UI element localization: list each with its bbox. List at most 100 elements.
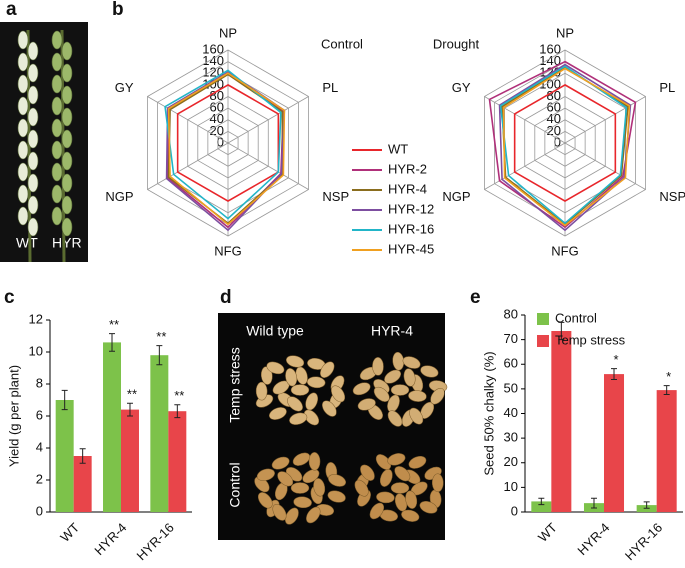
grain [376, 491, 395, 504]
radar-line [488, 60, 637, 229]
grain [272, 503, 287, 521]
axis-label: GY [452, 80, 471, 95]
grain [289, 412, 308, 425]
spoke [484, 96, 566, 144]
grain [420, 365, 439, 378]
bar [150, 355, 169, 512]
legend-label: HYR-16 [388, 221, 434, 236]
legend-swatch [537, 313, 549, 325]
chart-title: Drought [433, 36, 480, 51]
grain [293, 496, 312, 509]
error-bar [174, 404, 181, 419]
spikelet [61, 85, 73, 105]
grain [432, 473, 444, 493]
grain [303, 409, 320, 426]
y-axis-label: Seed 50% chalky (%) [481, 351, 496, 475]
grain [405, 490, 418, 509]
axis-label: PL [322, 80, 338, 95]
y-tick-label: 8 [36, 375, 43, 390]
grain-photo: Wild type HYR-4 Temp stress Control [218, 313, 448, 540]
photo-label: Wild type [246, 323, 304, 339]
photo-label: HYR [52, 235, 82, 251]
grain [292, 452, 311, 466]
error-bar [79, 448, 86, 464]
photo-bg [0, 22, 88, 262]
radar-line [166, 72, 285, 229]
spikelet [17, 184, 29, 204]
radar-line [501, 66, 629, 226]
spikelet [51, 30, 63, 50]
spoke [564, 142, 646, 190]
spikelet [17, 52, 29, 72]
r-tick-label: 160 [202, 41, 224, 56]
spikelet [27, 129, 39, 149]
grain [369, 502, 385, 520]
grain [306, 506, 321, 524]
grain [290, 384, 310, 396]
spoke [147, 142, 229, 190]
error-bar [156, 345, 163, 366]
grain [266, 361, 285, 375]
grain [302, 469, 320, 484]
grain [328, 474, 346, 487]
photo-label: Control [227, 462, 243, 507]
r-tick-label: 80 [547, 88, 561, 103]
x-tick-label: WT [57, 520, 82, 545]
r-tick-label: 160 [539, 41, 561, 56]
spikelet [27, 107, 39, 127]
spikelet [61, 107, 73, 127]
spikelet [61, 129, 73, 149]
r-tick-label: 140 [202, 53, 224, 68]
grain [373, 386, 390, 402]
spikelet [51, 52, 63, 72]
grain [271, 456, 290, 470]
spikelet [17, 30, 29, 50]
significance-label: ** [156, 329, 166, 344]
grain [360, 464, 375, 481]
grain [394, 466, 411, 482]
axis-label: PL [659, 80, 675, 95]
bar [121, 409, 139, 512]
bar [168, 411, 187, 512]
spikelet [27, 63, 39, 83]
legend-label: WT [388, 141, 408, 156]
grain [401, 509, 420, 522]
r-tick-label: 0 [217, 134, 224, 149]
axis-label: NFG [214, 243, 241, 258]
grain [287, 396, 303, 412]
spikelet [17, 162, 29, 182]
y-tick-label: 70 [504, 331, 518, 346]
significance-label: * [613, 352, 618, 367]
spikelet [61, 195, 73, 215]
photo-label: WT [16, 235, 38, 251]
grain [322, 400, 337, 417]
error-bar [61, 389, 68, 411]
spoke [227, 96, 309, 144]
grain [256, 468, 275, 481]
spikelet [51, 96, 63, 116]
radar-line [167, 73, 284, 225]
spikelet [17, 74, 29, 94]
error-bar [538, 497, 545, 506]
legend-label: Control [555, 310, 597, 325]
axis-label: NP [556, 25, 574, 40]
panel-label: c [4, 287, 15, 308]
error-bar [109, 333, 116, 352]
panicle-photo: WT HYR [0, 22, 88, 263]
spikelet [27, 85, 39, 105]
spikelet [61, 217, 73, 237]
y-tick-label: 6 [36, 407, 43, 422]
legend-label: HYR-45 [388, 241, 434, 256]
spikelet [61, 151, 73, 171]
error-bar [611, 368, 618, 381]
x-tick-label: HYR-16 [134, 520, 177, 563]
r-tick-label: 120 [539, 65, 561, 80]
grain [285, 368, 298, 387]
spikelet [61, 41, 73, 61]
bar [103, 342, 121, 512]
y-tick-label: 30 [504, 430, 518, 445]
panel-label: d [220, 287, 232, 308]
grain [257, 492, 273, 509]
y-tick-label: 10 [29, 343, 43, 358]
